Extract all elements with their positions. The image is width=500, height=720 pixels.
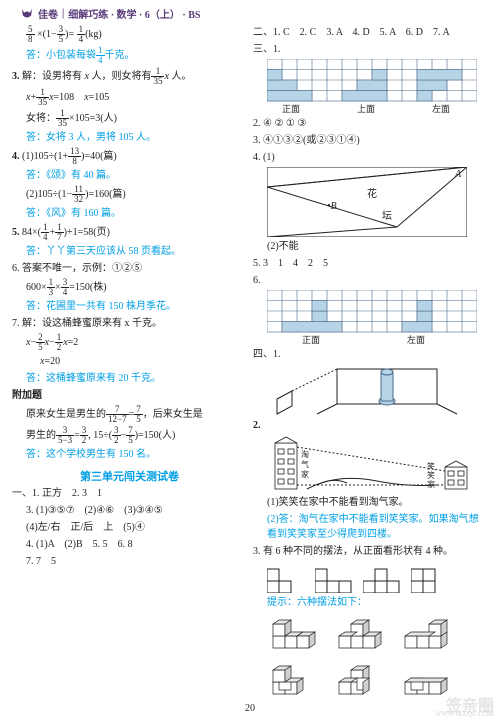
hint: 提示：六种摆法如下： — [267, 595, 488, 610]
svg-text:淘: 淘 — [301, 449, 309, 459]
flag-diagram: 花 坛 A •B — [267, 167, 488, 237]
s4-2-2: (2)答：淘气在家中不能看到笑笑家。如果淘气想看到笑笑家至少得爬到四楼。 — [267, 512, 488, 542]
q4-2a: 答：《风》有 160 篇。 — [26, 206, 247, 221]
q3-eq: x+135x=108 x=105 — [26, 88, 247, 107]
s3-2: 2. ④ ② ① ③ — [253, 116, 488, 131]
svg-text:左面: 左面 — [407, 334, 425, 345]
house-diagram: 淘 气 家 笑 笑 家 — [267, 435, 488, 493]
s1-4: (4)左/右 正/后 上 (5)④ — [26, 520, 247, 535]
svg-text:A: A — [454, 169, 462, 180]
cat-icon — [20, 7, 34, 21]
svg-text:左面: 左面 — [432, 103, 450, 114]
bonus2: 男生的35−3=32, 15÷(32−75)=150(人) — [26, 426, 247, 445]
q7-eq1: x−25x−12x=2 — [26, 333, 247, 352]
answer-text: 答：小包装每袋14千克。 — [26, 46, 247, 65]
svg-text:花: 花 — [367, 187, 377, 200]
s3-4-2: (2)不能 — [267, 239, 488, 254]
watermark-url: WWW.MXQE.COM — [435, 710, 494, 718]
svg-text:正面: 正面 — [302, 335, 320, 345]
q6-eq: 600×13×34=150(株) — [26, 278, 247, 297]
svg-text:家: 家 — [427, 479, 435, 489]
s1-7: 7. 7 5 — [26, 554, 247, 569]
q6a: 答：花圃里一共有 150 株月季花。 — [26, 299, 247, 314]
series-label: 佳卷 — [38, 6, 58, 21]
s3-6-label: 6. — [253, 273, 488, 288]
s2: 二、1. C 2. C 3. A 4. D 5. A 6. D 7. A — [253, 25, 488, 40]
grid-diagram-1: 正面 上面 左面 — [267, 59, 488, 114]
s1-5: 4. (1)A (2)B 5. 5 6. 8 — [26, 537, 247, 552]
s4-3: 3. 有 6 种不同的摆法，从正面看形状有 4 种。 — [253, 544, 488, 559]
s4-2-1: (1)笑笑在家中不能看到淘气家。 — [267, 495, 488, 510]
s3-5: 5. 3 1 4 2 5 — [253, 256, 488, 271]
equation: 58 ×(1−35)= 14(kg) — [26, 25, 247, 44]
s4-label: 四、1. — [253, 347, 488, 362]
s3-4-label: 4. (1) — [253, 150, 488, 165]
grid-diagram-2: 正面 左面 — [267, 290, 488, 345]
s4-2-label: 2. — [253, 418, 488, 433]
svg-text:正面: 正面 — [282, 104, 300, 114]
perspective-diagram — [267, 364, 488, 416]
q3-ans: 答：女将 3 人，男将 105 人。 — [26, 130, 247, 145]
q4-1: 4. (1)105÷(1+138)=40(篇) — [12, 147, 247, 166]
page-number: 20 — [245, 703, 255, 714]
svg-text:家: 家 — [301, 469, 309, 479]
bonus-ans: 答：这个学校男生有 150 名。 — [26, 447, 247, 462]
svg-text:坛: 坛 — [382, 210, 392, 222]
bonus-title: 附加题 — [12, 388, 247, 403]
q3-w: 女将：135×105=3(人) — [26, 109, 247, 128]
q6: 6. 答案不唯一，示例：①②⑤ — [12, 261, 247, 276]
q5: 5. 84×(14+17)+1=58(页) — [12, 223, 247, 242]
q7: 7. 解：设这桶蜂蜜原来有 x 千克。 — [12, 316, 247, 331]
q7-eq2: x=20 — [40, 354, 247, 369]
s3-label: 三、1. — [253, 42, 488, 57]
q5a: 答：丫丫第三天应该从 58 页看起。 — [26, 244, 247, 259]
q4-1a: 答：《颂》有 40 篇。 — [26, 168, 247, 183]
svg-text:笑: 笑 — [427, 470, 435, 480]
svg-text:笑: 笑 — [427, 461, 435, 471]
s1-1: 一、1. 正方 2. 3 1 — [12, 486, 247, 501]
s3-3: 3. ④①③②(或②③①④) — [253, 133, 488, 148]
q4-2: (2)105÷(1−1132)=160(篇) — [26, 185, 247, 204]
q3-stem: 3. 解：设男将有 x 人，则女将有135x 人。 — [12, 67, 247, 86]
tetromino-row — [267, 561, 488, 593]
page-header: 佳卷 | 细解巧练 · 数学 · 6（上） · BS — [0, 0, 500, 23]
svg-text:•B: •B — [327, 201, 337, 212]
svg-text:气: 气 — [301, 459, 309, 469]
header-title: 细解巧练 · 数学 · 6（上） · BS — [68, 6, 200, 21]
q7a: 答：这桶蜂蜜原来有 20 千克。 — [26, 371, 247, 386]
left-column: 58 ×(1−35)= 14(kg) 答：小包装每袋14千克。 3. 解：设男将… — [12, 23, 247, 704]
unit-title: 第三单元闯关测试卷 — [12, 468, 247, 484]
right-column: 二、1. C 2. C 3. A 4. D 5. A 6. D 7. A 三、1… — [253, 23, 488, 704]
cube-row-1 — [267, 612, 488, 656]
bonus1: 原来女生是男生的712−7=75，后来女生是 — [26, 405, 247, 424]
s1-3: 3. (1)③⑤⑦ (2)④⑥ (3)③④⑤ — [26, 503, 247, 518]
svg-text:上面: 上面 — [357, 104, 375, 114]
